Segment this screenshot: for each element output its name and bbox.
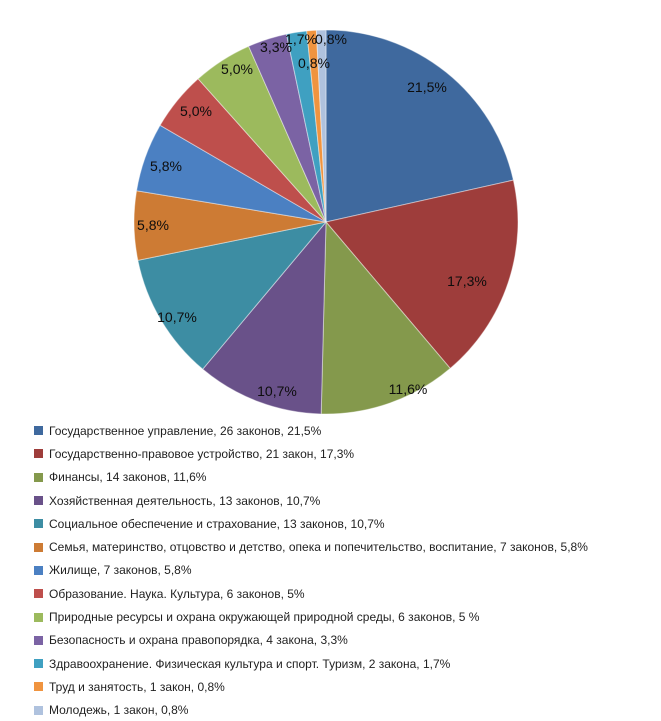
legend-swatch-icon: [34, 659, 43, 669]
legend-item-7: Образование. Наука. Культура, 6 законов,…: [34, 582, 588, 605]
legend-swatch-icon: [34, 449, 43, 459]
legend-swatch-icon: [34, 496, 43, 506]
legend-item-1: Государственно-правовое устройство, 21 з…: [34, 442, 588, 465]
pie-slice-8: [197, 45, 327, 223]
chart-legend: Государственное управление, 26 законов, …: [34, 419, 588, 721]
legend-item-label: Семья, материнство, отцовство и детство,…: [49, 540, 588, 555]
legend-item-10: Здравоохранение. Физическая культура и с…: [34, 652, 588, 675]
legend-item-11: Труд и занятость, 1 закон, 0,8%: [34, 675, 588, 698]
legend-item-4: Социальное обеспечение и страхование, 13…: [34, 512, 588, 535]
legend-item-3: Хозяйственная деятельность, 13 законов, …: [34, 489, 588, 512]
legend-item-label: Здравоохранение. Физическая культура и с…: [49, 656, 451, 671]
legend-item-label: Финансы, 14 законов, 11,6%: [49, 470, 207, 485]
legend-swatch-icon: [34, 612, 43, 622]
legend-item-label: Хозяйственная деятельность, 13 законов, …: [49, 493, 321, 508]
pie-data-label-1: 17,3%: [447, 273, 487, 289]
pie-slice-3: [201, 220, 327, 415]
legend-swatch-icon: [34, 705, 43, 715]
pie-slice-5: [133, 190, 327, 261]
pie-slice-2: [320, 220, 451, 415]
legend-swatch-icon: [34, 542, 43, 552]
pie-data-label-9: 3,3%: [260, 39, 292, 55]
legend-swatch-icon: [34, 682, 43, 692]
pie-slice-7: [159, 78, 327, 223]
pie-data-label-7: 5,0%: [180, 103, 212, 119]
pie-data-label-12: 0,8%: [315, 31, 347, 47]
legend-swatch-icon: [34, 426, 43, 436]
pie-slice-11: [306, 29, 327, 223]
pie-data-label-0: 21,5%: [407, 79, 447, 95]
legend-item-label: Государственное управление, 26 законов, …: [49, 423, 322, 438]
pie-chart: 21,5% 17,3% 11,6% 10,7% 10,7% 5,8% 5,8% 5,0% 5,0…: [133, 29, 519, 415]
legend-item-label: Труд и занятость, 1 закон, 0,8%: [49, 679, 225, 694]
legend-item-label: Государственно-правовое устройство, 21 з…: [49, 446, 355, 461]
pie-data-label-11: 0,8%: [298, 55, 330, 71]
legend-swatch-icon: [34, 472, 43, 482]
legend-item-label: Жилище, 7 законов, 5,8%: [49, 563, 192, 578]
legend-item-label: Природные ресурсы и охрана окружающей пр…: [49, 610, 480, 625]
pie-slice-0: [325, 29, 514, 223]
legend-item-label: Молодежь, 1 закон, 0,8%: [49, 703, 189, 718]
pie-slices-group: [133, 29, 519, 415]
legend-swatch-icon: [34, 589, 43, 599]
pie-data-label-2: 11,6%: [389, 381, 428, 397]
pie-data-label-3: 10,7%: [257, 383, 297, 399]
legend-item-6: Жилище, 7 законов, 5,8%: [34, 559, 588, 582]
pie-labels-group: 21,5% 17,3% 11,6% 10,7% 10,7% 5,8% 5,8% 5,0% 5,0…: [137, 31, 487, 399]
pie-data-label-6: 5,8%: [150, 158, 182, 174]
pie-slice-4: [137, 221, 328, 370]
legend-swatch-icon: [34, 565, 43, 575]
legend-item-9: Безопасность и охрана правопорядка, 4 за…: [34, 629, 588, 652]
legend-item-12: Молодежь, 1 закон, 0,8%: [34, 699, 588, 721]
legend-item-label: Социальное обеспечение и страхование, 13…: [49, 516, 385, 531]
pie-data-label-10: 1,7%: [285, 31, 317, 47]
legend-item-8: Природные ресурсы и охрана окружающей пр…: [34, 605, 588, 628]
legend-item-5: Семья, материнство, отцовство и детство,…: [34, 535, 588, 558]
pie-slice-12: [315, 29, 327, 223]
legend-swatch-icon: [34, 635, 43, 645]
pie-slice-9: [247, 33, 327, 223]
pie-data-label-8: 5,0%: [221, 61, 253, 77]
pie-slice-10: [285, 30, 327, 223]
pie-slice-6: [135, 124, 327, 223]
pie-data-label-5: 5,8%: [137, 217, 169, 233]
pie-slice-1: [325, 179, 519, 370]
legend-item-label: Безопасность и охрана правопорядка, 4 за…: [49, 633, 348, 648]
legend-swatch-icon: [34, 519, 43, 529]
pie-data-label-4: 10,7%: [157, 309, 197, 325]
legend-item-0: Государственное управление, 26 законов, …: [34, 419, 588, 442]
legend-item-label: Образование. Наука. Культура, 6 законов,…: [49, 586, 305, 601]
legend-item-2: Финансы, 14 законов, 11,6%: [34, 466, 588, 489]
